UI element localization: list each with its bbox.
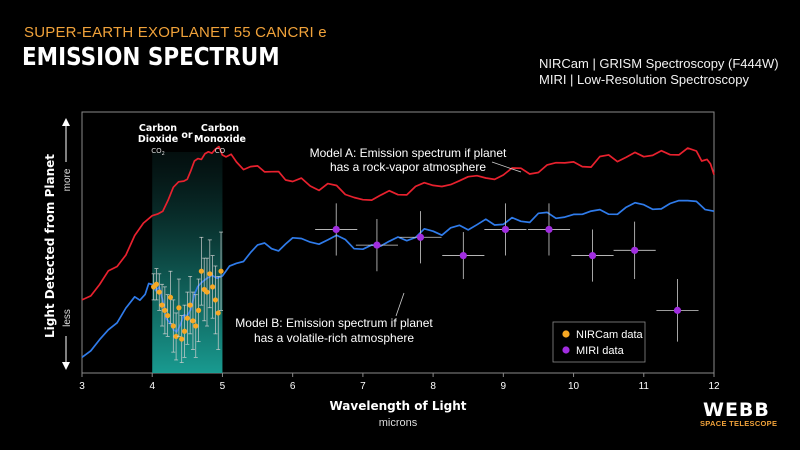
x-axis-unit: microns	[379, 417, 418, 429]
y-axis-less-label: less	[62, 309, 73, 327]
nircam-point	[167, 294, 174, 300]
nircam-point	[198, 268, 204, 274]
x-tick-label-3: 3	[79, 381, 85, 392]
nircam-point	[218, 268, 224, 274]
model-b-label-line2: has a volatile-rich atmosphere	[254, 331, 414, 345]
nircam-point	[156, 289, 162, 295]
x-tick-label-11: 11	[639, 381, 650, 392]
nircam-point	[207, 271, 213, 277]
band-label-co2-formula: CO2	[151, 147, 165, 157]
miri-point	[501, 225, 510, 234]
x-axis: 3 4 5 6 7 8 9 10 11 12	[79, 373, 720, 392]
nircam-point	[181, 328, 188, 334]
miri-point	[459, 251, 467, 260]
legend-box	[552, 321, 646, 363]
x-axis-label: Wavelength of Light	[330, 399, 467, 413]
legend-miri-label: MIRI data	[576, 345, 625, 357]
x-tick-label-10: 10	[568, 381, 580, 392]
chart-title: EMISSION SPECTRUM	[22, 42, 280, 71]
band-label-or: or	[181, 130, 193, 141]
x-tick-label-4: 4	[149, 381, 155, 392]
miri-point	[545, 225, 553, 234]
webb-logo-subtitle: SPACE TELESCOPE	[700, 419, 778, 428]
nircam-point	[184, 315, 190, 321]
nircam-point	[195, 307, 202, 313]
miri-point	[416, 233, 425, 241]
model-a-label-line1: Model A: Emission spectrum if planet	[310, 146, 507, 160]
legend-nircam-label: NIRCam data	[576, 329, 644, 341]
x-tick-label-12: 12	[708, 381, 720, 392]
nircam-point	[170, 323, 176, 329]
y-axis-up-arrow-icon	[62, 118, 70, 126]
miri-points	[315, 203, 699, 342]
nircam-point	[187, 302, 193, 308]
miri-point	[631, 246, 639, 254]
nircam-point	[179, 336, 185, 342]
nircam-point	[165, 312, 171, 319]
chart-kicker: SUPER-EARTH EXOPLANET 55 CANCRI e	[24, 24, 327, 41]
nircam-point	[215, 310, 221, 316]
model-a-label-line2: has a rock-vapor atmosphere	[330, 160, 486, 174]
x-tick-label-5: 5	[220, 381, 226, 392]
band-label-co2-line2: Dioxide	[138, 134, 178, 145]
model-b-label-line1: Model B: Emission spectrum if planet	[235, 316, 433, 330]
miri-point	[588, 251, 597, 260]
instrument-nircam-label: NIRCam | GRISM Spectroscopy (F444W)	[539, 56, 779, 71]
y-axis-more-label: more	[62, 168, 73, 191]
nircam-points	[151, 231, 224, 363]
miri-point	[673, 306, 682, 314]
nircam-point	[193, 323, 199, 329]
x-tick-label-8: 8	[430, 381, 436, 392]
co2-formula-subscript: 2	[162, 151, 165, 157]
chart-legend: NIRCam data MIRI data	[552, 321, 646, 363]
x-tick-label-6: 6	[290, 381, 296, 392]
model-b-leader-line	[395, 292, 405, 317]
y-axis-down-arrow-icon	[62, 362, 70, 370]
band-label-co2-line1: Carbon	[139, 123, 177, 134]
co2-formula-base: CO	[151, 147, 162, 155]
nircam-point	[204, 289, 210, 295]
nircam-point	[210, 284, 216, 290]
miri-point	[373, 241, 381, 249]
instrument-miri-label: MIRI | Low-Resolution Spectroscopy	[539, 72, 750, 87]
nircam-point	[190, 318, 196, 324]
band-label-co-line1: Carbon	[201, 123, 239, 134]
legend-miri-marker	[562, 346, 570, 354]
nircam-point	[153, 281, 160, 287]
y-axis-label: Light Detected from Planet	[43, 154, 57, 338]
miri-point	[332, 225, 340, 234]
webb-logo: WEBB	[703, 399, 770, 421]
band-label-co-formula: CO	[215, 147, 226, 155]
model-a-leader-line	[491, 161, 522, 173]
x-tick-label-9: 9	[501, 381, 507, 392]
legend-nircam-marker	[562, 330, 570, 338]
model-a-line	[81, 145, 715, 301]
band-label-co-line2: Monoxide	[194, 134, 246, 145]
nircam-point	[176, 305, 182, 311]
nircam-point	[173, 333, 179, 340]
nircam-point	[162, 307, 168, 313]
x-tick-label-7: 7	[360, 381, 366, 392]
nircam-point	[212, 297, 219, 303]
nircam-point	[159, 302, 165, 308]
